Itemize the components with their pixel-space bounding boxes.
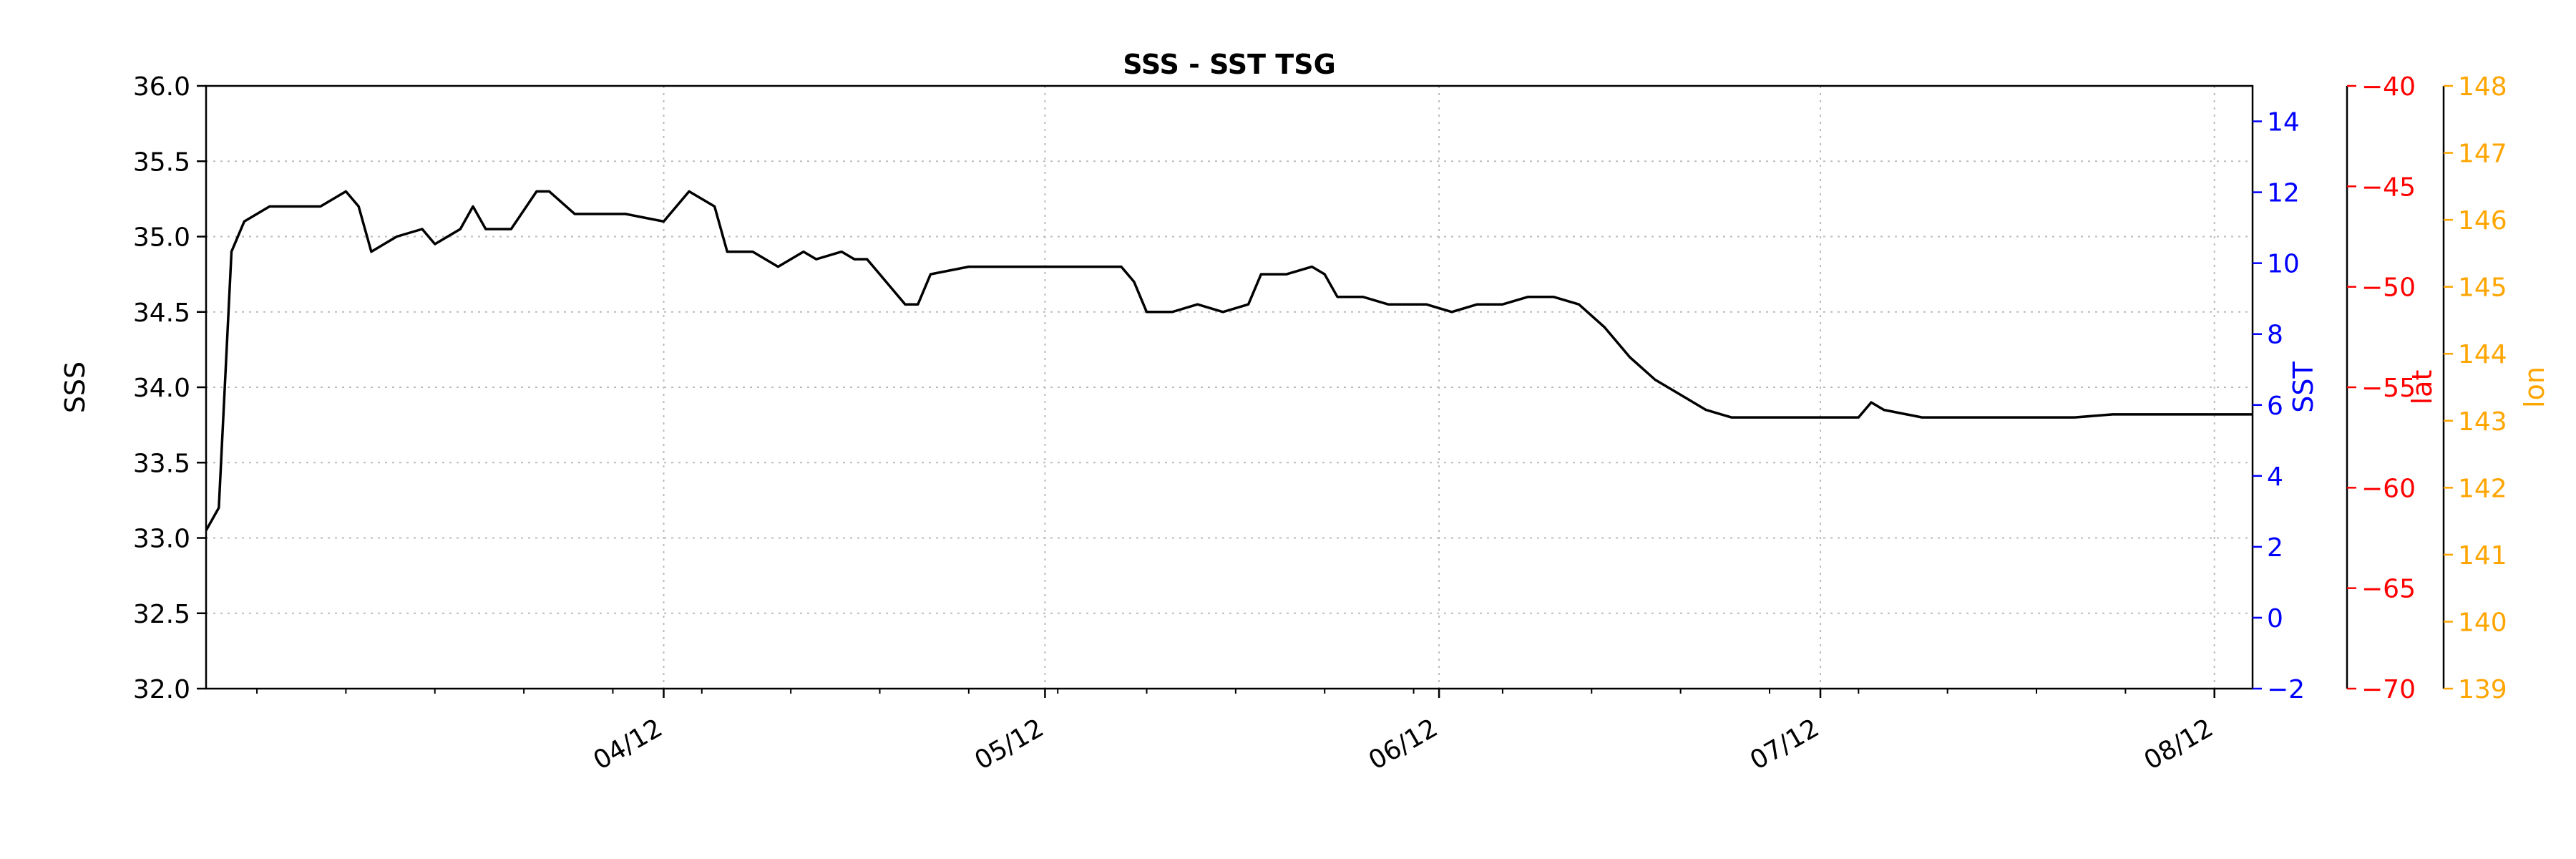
lon-tick-label: 144 xyxy=(2458,340,2507,369)
lon-tick-label: 145 xyxy=(2458,273,2507,303)
sss-tick-label: 34.5 xyxy=(133,299,190,328)
lon-tick-label: 141 xyxy=(2458,541,2507,571)
lat-tick-label: −40 xyxy=(2361,72,2416,102)
sss-tick-label: 35.5 xyxy=(133,147,190,177)
sst-tick-label: 2 xyxy=(2267,533,2283,563)
sst-tick-label: 0 xyxy=(2267,604,2283,634)
lon-tick-label: 139 xyxy=(2458,675,2507,704)
sst-axis-label: SST xyxy=(2288,361,2319,412)
sst-tick-label: 4 xyxy=(2267,462,2283,492)
sss-tick-label: 33.5 xyxy=(133,449,190,478)
sst-tick-label: 6 xyxy=(2267,392,2283,421)
sss-tick-label: 35.0 xyxy=(133,223,190,253)
lat-tick-label: −65 xyxy=(2361,575,2416,604)
lat-tick-label: −50 xyxy=(2361,273,2416,303)
lon-tick-label: 140 xyxy=(2458,608,2507,637)
lon-tick-label: 147 xyxy=(2458,140,2507,169)
sss-tick-label: 34.0 xyxy=(133,374,190,403)
sss-axis-label: SSS xyxy=(59,361,91,413)
sss-tick-label: 33.0 xyxy=(133,525,190,554)
lat-axis-label: lat xyxy=(2406,370,2438,405)
lon-tick-label: 142 xyxy=(2458,474,2507,503)
lon-tick-label: 148 xyxy=(2458,72,2507,102)
lon-tick-label: 146 xyxy=(2458,206,2507,236)
lat-tick-label: −55 xyxy=(2361,374,2416,403)
sst-tick-label: 8 xyxy=(2267,321,2283,350)
lat-tick-label: −45 xyxy=(2361,173,2416,202)
lat-tick-label: −60 xyxy=(2361,474,2416,503)
series-layer xyxy=(205,190,2253,531)
series-line-sss xyxy=(205,190,2253,531)
lat-tick-label: −70 xyxy=(2361,675,2416,704)
sss-tick-label: 32.0 xyxy=(133,675,190,704)
lon-tick-label: 143 xyxy=(2458,407,2507,437)
sst-tick-label: 12 xyxy=(2267,179,2300,208)
lon-axis-label: lon xyxy=(2519,367,2550,408)
sst-tick-label: 10 xyxy=(2267,250,2300,279)
sss-tick-label: 36.0 xyxy=(133,72,190,102)
chart-title: SSS - SST TSG xyxy=(1123,49,1336,80)
sst-tick-label: −2 xyxy=(2267,675,2305,704)
sss-tick-label: 32.5 xyxy=(133,600,190,629)
sst-tick-label: 14 xyxy=(2267,108,2300,137)
axes-layer: 04/12 05/12 06/12 07/12 08/1232.032.533.033.… xyxy=(59,72,2550,776)
